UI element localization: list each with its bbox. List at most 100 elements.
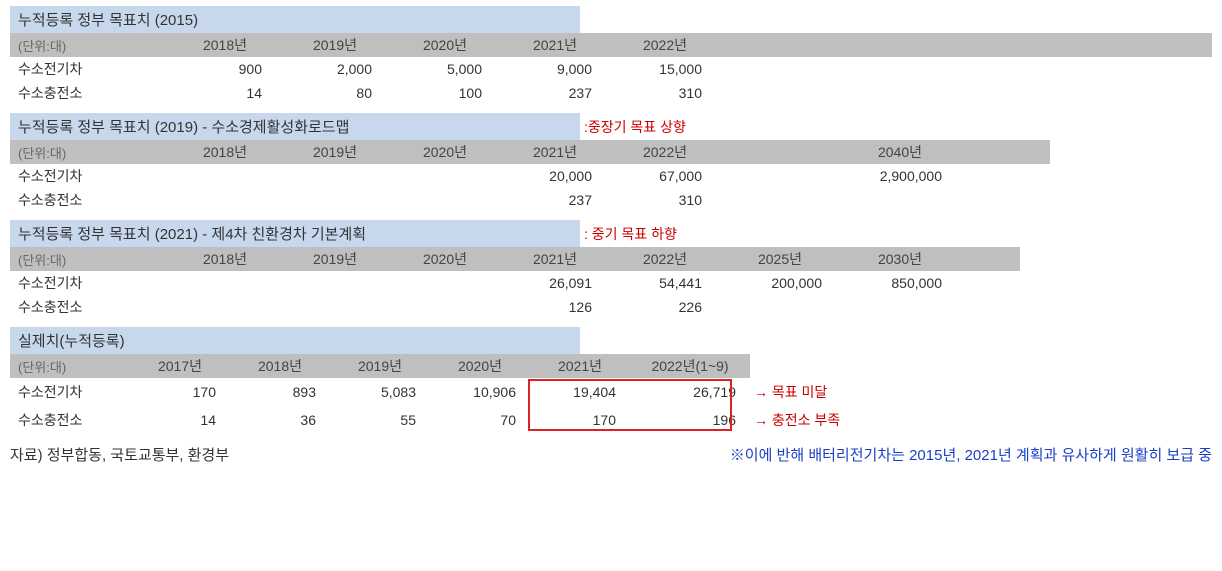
cell: 19,404 [530, 384, 630, 400]
cell: 80 [280, 85, 390, 101]
col-header: 2025년 [720, 249, 840, 269]
footer-note: ※이에 반해 배터리전기차는 2015년, 2021년 계획과 유사하게 원활히… [730, 444, 1212, 465]
cell: 2,900,000 [840, 168, 960, 184]
cell: 850,000 [840, 275, 960, 291]
col-header: 2022년 [610, 249, 720, 269]
col-header: 2021년 [500, 142, 610, 162]
cell: 900 [170, 61, 280, 77]
title-row: 누적등록 정부 목표치 (2015) [10, 6, 1212, 33]
cell: 196 [630, 412, 750, 428]
cell: 15,000 [610, 61, 720, 77]
col-header: 2017년 [130, 356, 230, 376]
col-header: 2020년 [390, 249, 500, 269]
col-header: 2022년(1~9) [630, 356, 750, 376]
title-row: 누적등록 정부 목표치 (2021) - 제4차 친환경차 기본계획 : 중기 … [10, 220, 1212, 247]
data-row: 수소충전소 14 80 100 237 310 [10, 81, 1212, 105]
title-row: 누적등록 정부 목표치 (2019) - 수소경제활성화로드맵 :중장기 목표 … [10, 113, 1212, 140]
col-header: 2020년 [390, 142, 500, 162]
section-2015: 누적등록 정부 목표치 (2015) (단위:대) 2018년 2019년 20… [10, 6, 1212, 105]
unit-label: (단위:대) [10, 143, 170, 162]
cell: 55 [330, 412, 430, 428]
row-label: 수소충전소 [10, 190, 170, 210]
cell: 310 [610, 192, 720, 208]
section-title: 누적등록 정부 목표치 (2015) [10, 6, 580, 33]
cell: 14 [170, 85, 280, 101]
cell: 170 [130, 384, 230, 400]
col-header: 2019년 [280, 249, 390, 269]
cell: 9,000 [500, 61, 610, 77]
col-header: 2019년 [280, 35, 390, 55]
data-row: 수소충전소 237 310 [10, 188, 1212, 212]
data-row: 수소충전소 14 36 55 70 170 196 → 충전소 부족 [10, 406, 1212, 434]
col-header: 2022년 [610, 35, 720, 55]
cell: 170 [530, 412, 630, 428]
cell: 200,000 [720, 275, 840, 291]
data-row: 수소충전소 126 226 [10, 295, 1212, 319]
title-note: :중장기 목표 상향 [584, 117, 686, 137]
row-note: → 충전소 부족 [750, 410, 840, 430]
cell: 26,091 [500, 275, 610, 291]
col-header: 2018년 [170, 142, 280, 162]
unit-label: (단위:대) [10, 250, 170, 269]
header-row: (단위:대) 2018년 2019년 2020년 2021년 2022년 204… [10, 140, 1050, 164]
data-row: 수소전기차 900 2,000 5,000 9,000 15,000 [10, 57, 1212, 81]
header-row: (단위:대) 2017년 2018년 2019년 2020년 2021년 202… [10, 354, 750, 378]
cell: 237 [500, 192, 610, 208]
cell: 70 [430, 412, 530, 428]
cell: 237 [500, 85, 610, 101]
cell: 2,000 [280, 61, 390, 77]
row-label: 수소충전소 [10, 297, 170, 317]
row-label: 수소전기차 [10, 166, 170, 186]
col-header: 2040년 [840, 142, 960, 162]
cell: 893 [230, 384, 330, 400]
cell: 20,000 [500, 168, 610, 184]
cell: 54,441 [610, 275, 720, 291]
cell: 67,000 [610, 168, 720, 184]
col-header: 2018년 [230, 356, 330, 376]
section-title: 누적등록 정부 목표치 (2019) - 수소경제활성화로드맵 [10, 113, 580, 140]
col-header: 2018년 [170, 35, 280, 55]
section-2021: 누적등록 정부 목표치 (2021) - 제4차 친환경차 기본계획 : 중기 … [10, 220, 1212, 319]
cell: 10,906 [430, 384, 530, 400]
footer-source: 자료) 정부합동, 국토교통부, 환경부 [10, 444, 229, 465]
unit-label: (단위:대) [10, 36, 170, 55]
section-2019: 누적등록 정부 목표치 (2019) - 수소경제활성화로드맵 :중장기 목표 … [10, 113, 1212, 212]
section-title: 실제치(누적등록) [10, 327, 580, 354]
data-row: 수소전기차 170 893 5,083 10,906 19,404 26,719… [10, 378, 1212, 406]
title-note: : 중기 목표 하향 [584, 224, 677, 244]
section-actual: 실제치(누적등록) (단위:대) 2017년 2018년 2019년 2020년… [10, 327, 1212, 434]
cell: 36 [230, 412, 330, 428]
row-label: 수소전기차 [10, 59, 170, 79]
footer: 자료) 정부합동, 국토교통부, 환경부 ※이에 반해 배터리전기차는 2015… [10, 444, 1212, 465]
row-label: 수소충전소 [10, 410, 130, 430]
cell: 5,083 [330, 384, 430, 400]
row-note: → 목표 미달 [750, 382, 827, 402]
header-row: (단위:대) 2018년 2019년 2020년 2021년 2022년 [10, 33, 1212, 57]
row-label: 수소전기차 [10, 273, 170, 293]
cell: 26,719 [630, 384, 750, 400]
row-label: 수소전기차 [10, 382, 130, 402]
col-header: 2018년 [170, 249, 280, 269]
col-header: 2021년 [530, 356, 630, 376]
col-header: 2021년 [500, 35, 610, 55]
cell: 126 [500, 299, 610, 315]
col-header: 2019년 [280, 142, 390, 162]
col-header: 2030년 [840, 249, 960, 269]
cell: 226 [610, 299, 720, 315]
unit-label: (단위:대) [10, 357, 130, 376]
cell: 14 [130, 412, 230, 428]
row-label: 수소충전소 [10, 83, 170, 103]
col-header: 2019년 [330, 356, 430, 376]
title-row: 실제치(누적등록) [10, 327, 1212, 354]
cell: 310 [610, 85, 720, 101]
col-header: 2021년 [500, 249, 610, 269]
section-title: 누적등록 정부 목표치 (2021) - 제4차 친환경차 기본계획 [10, 220, 580, 247]
cell: 5,000 [390, 61, 500, 77]
cell: 100 [390, 85, 500, 101]
data-row: 수소전기차 26,091 54,441 200,000 850,000 [10, 271, 1212, 295]
data-row: 수소전기차 20,000 67,000 2,900,000 [10, 164, 1212, 188]
col-header: 2020년 [430, 356, 530, 376]
col-header: 2020년 [390, 35, 500, 55]
header-row: (단위:대) 2018년 2019년 2020년 2021년 2022년 202… [10, 247, 1020, 271]
col-header: 2022년 [610, 142, 720, 162]
